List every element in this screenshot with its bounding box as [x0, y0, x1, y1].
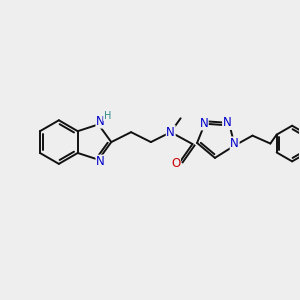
Text: N: N: [166, 126, 175, 139]
Text: O: O: [171, 158, 180, 170]
Text: N: N: [200, 117, 208, 130]
Text: N: N: [96, 155, 105, 168]
Text: N: N: [230, 137, 239, 150]
Text: N: N: [223, 116, 231, 129]
Text: N: N: [96, 115, 105, 128]
Text: H: H: [104, 110, 111, 121]
